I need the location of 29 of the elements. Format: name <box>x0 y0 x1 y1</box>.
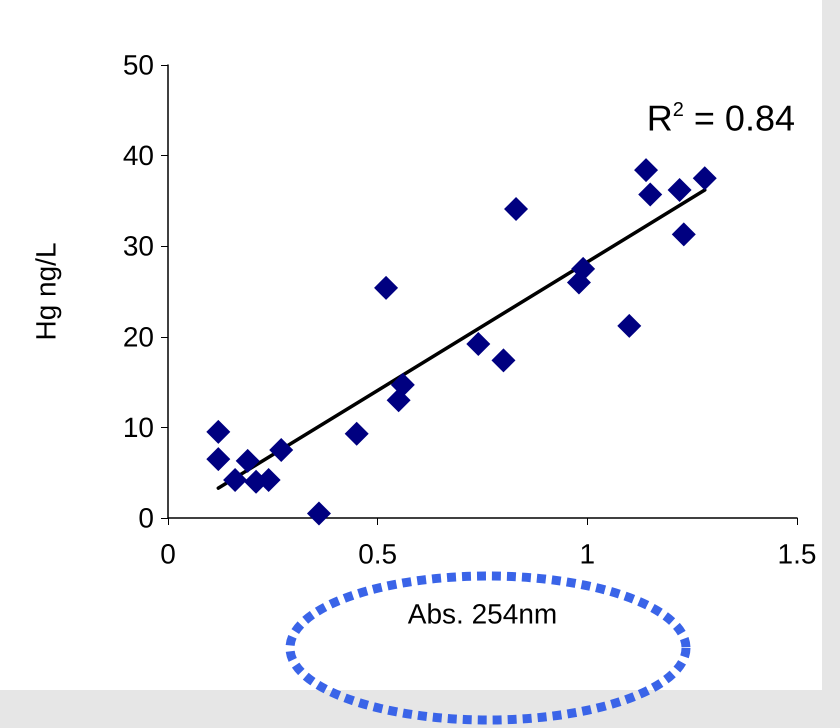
point <box>206 420 230 444</box>
point <box>269 438 294 462</box>
point <box>466 332 490 356</box>
point <box>223 468 248 492</box>
x-tick-label: 0 <box>160 538 176 570</box>
x-tick-label: 1 <box>580 538 596 570</box>
point <box>504 197 528 222</box>
point <box>374 276 398 300</box>
x-tick-label: 0.5 <box>358 538 398 570</box>
y-tick-label: 30 <box>122 230 154 262</box>
x-tick-label: 1.5 <box>778 538 816 570</box>
point <box>634 158 658 182</box>
point <box>344 422 369 446</box>
point <box>236 448 260 473</box>
y-axis-title: Hg ng/L <box>30 242 62 341</box>
y-tick-label: 50 <box>122 50 154 80</box>
point <box>668 178 692 202</box>
point <box>206 447 230 472</box>
y-tick-label: 40 <box>122 140 154 172</box>
x-axis-title: Abs. 254nm <box>408 598 558 630</box>
point <box>306 501 331 526</box>
y-tick-label: 0 <box>138 502 154 534</box>
point <box>672 222 696 246</box>
y-tick-label: 10 <box>122 412 154 443</box>
point <box>617 314 642 338</box>
y-tick-label: 20 <box>122 321 154 352</box>
point <box>491 348 516 372</box>
point <box>638 182 662 207</box>
point <box>692 166 717 190</box>
